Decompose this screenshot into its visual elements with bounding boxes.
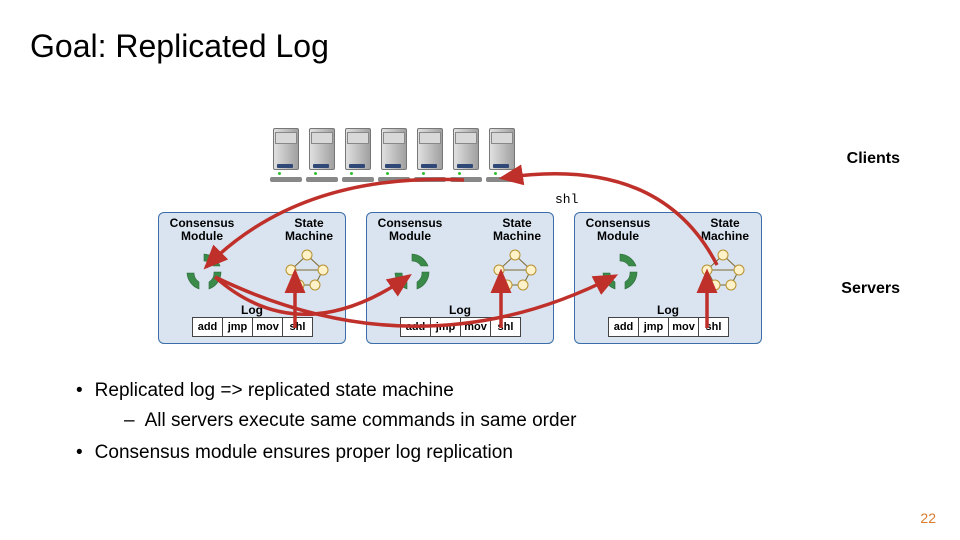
state-machine-icon	[699, 249, 747, 291]
slide: Goal: Replicated Log Clients Servers shl…	[0, 0, 960, 540]
server-box: Consensus Module State Machine Logaddjmpm…	[574, 212, 762, 344]
log-cells: addjmpmovshl	[400, 317, 521, 337]
servers-row: Consensus ModuleState Machine Logaddjmpm…	[158, 212, 762, 344]
log-cell: jmp	[638, 317, 669, 337]
bullet-2: Consensus module ensures proper log repl…	[76, 442, 576, 464]
log-cell: add	[400, 317, 431, 337]
consensus-module-label: Consensus Module	[371, 217, 449, 243]
log-label: Log	[575, 303, 761, 317]
slide-title: Goal: Replicated Log	[30, 28, 329, 65]
log-cell: mov	[252, 317, 283, 337]
state-machine-label: State Machine	[485, 217, 549, 243]
state-machine-icon	[283, 249, 331, 291]
log-cell: mov	[668, 317, 699, 337]
log-cell: shl	[490, 317, 521, 337]
log-cell: shl	[698, 317, 729, 337]
log-label: Log	[367, 303, 553, 317]
shl-cmd-label: shl	[555, 192, 578, 207]
recycle-icon	[391, 251, 433, 293]
log-label: Log	[159, 303, 345, 317]
consensus-module-label: Consensus Module	[579, 217, 657, 243]
recycle-icon	[183, 251, 225, 293]
log-cell: add	[192, 317, 223, 337]
consensus-module-label: Consensus Module	[163, 217, 241, 243]
client-tower	[342, 128, 374, 178]
clients-label: Clients	[847, 150, 900, 168]
log-cell: shl	[282, 317, 313, 337]
state-machine-icon	[491, 249, 539, 291]
bullet-1: Replicated log => replicated state machi…	[76, 380, 576, 432]
client-tower	[378, 128, 410, 178]
client-tower	[414, 128, 446, 178]
log-cell: add	[608, 317, 639, 337]
servers-label: Servers	[841, 280, 900, 298]
client-tower	[486, 128, 518, 178]
client-tower	[306, 128, 338, 178]
clients-row	[270, 128, 518, 178]
log-cells: addjmpmovshl	[192, 317, 313, 337]
client-tower	[270, 128, 302, 178]
log-cell: jmp	[222, 317, 253, 337]
state-machine-label: State Machine	[693, 217, 757, 243]
client-tower	[450, 128, 482, 178]
state-machine-label: State Machine	[277, 217, 341, 243]
bullet-list: Replicated log => replicated state machi…	[76, 380, 576, 474]
recycle-icon	[599, 251, 641, 293]
log-cell: mov	[460, 317, 491, 337]
server-box: Consensus Module State Machine Logaddjmpm…	[366, 212, 554, 344]
log-cell: jmp	[430, 317, 461, 337]
log-cells: addjmpmovshl	[608, 317, 729, 337]
page-number: 22	[920, 510, 936, 526]
sub-bullet: All servers execute same commands in sam…	[124, 410, 576, 432]
server-box: Consensus Module State Machine Logaddjmpm…	[158, 212, 346, 344]
